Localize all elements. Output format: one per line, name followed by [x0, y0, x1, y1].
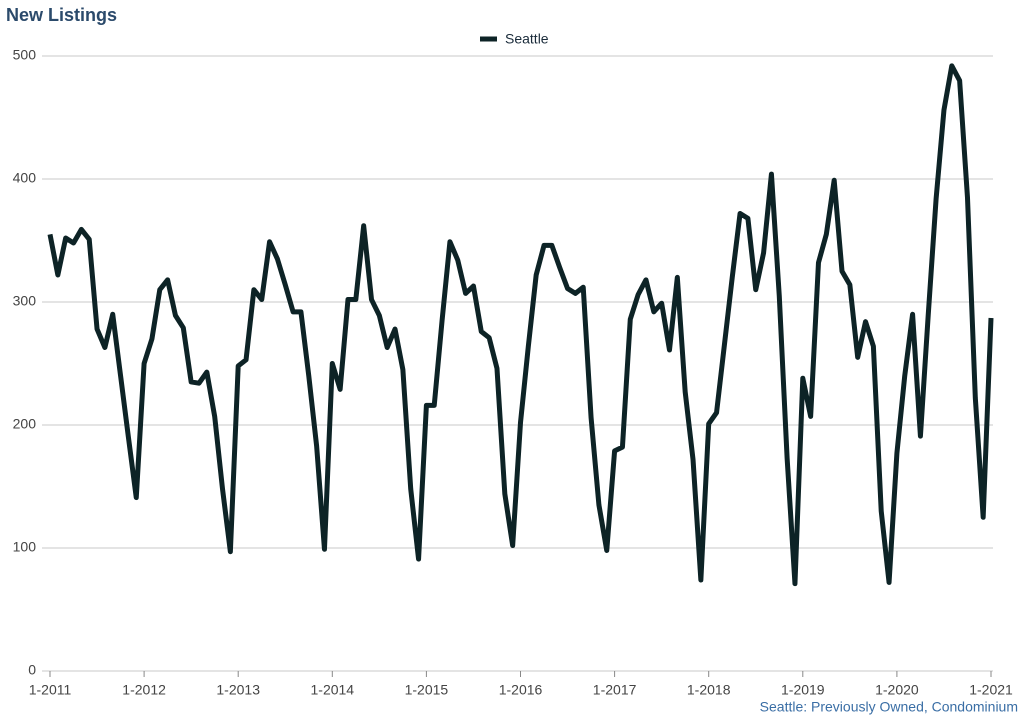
- x-tick-label: 1-2018: [687, 682, 731, 698]
- legend-label: Seattle: [505, 31, 549, 47]
- y-tick-label: 0: [28, 662, 36, 678]
- y-tick-label: 500: [13, 47, 37, 63]
- footnote: Seattle: Previously Owned, Condominium: [760, 699, 1018, 715]
- chart-title: New Listings: [6, 5, 117, 25]
- x-tick-label: 1-2020: [875, 682, 919, 698]
- x-tick-label: 1-2011: [29, 682, 72, 698]
- x-tick-label: 1-2013: [216, 682, 260, 698]
- x-tick-label: 1-2021: [969, 682, 1013, 698]
- x-tick-label: 1-2014: [311, 682, 355, 698]
- series-line: [47, 63, 994, 587]
- y-tick-label: 300: [13, 293, 37, 309]
- x-tick-label: 1-2019: [781, 682, 825, 698]
- x-tick-label: 1-2015: [405, 682, 449, 698]
- y-tick-label: 200: [13, 416, 37, 432]
- x-tick-label: 1-2012: [122, 682, 166, 698]
- y-tick-label: 100: [13, 539, 37, 555]
- x-tick-label: 1-2016: [499, 682, 543, 698]
- y-tick-label: 400: [13, 170, 37, 186]
- x-tick-label: 1-2017: [593, 682, 637, 698]
